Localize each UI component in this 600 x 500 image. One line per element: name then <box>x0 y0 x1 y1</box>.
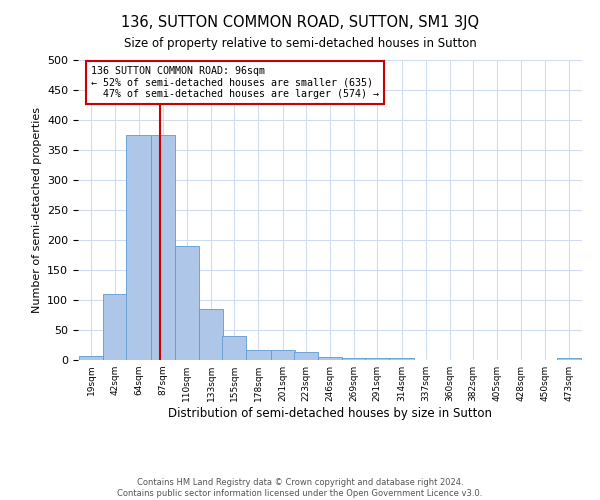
Bar <box>557 358 581 360</box>
Text: 136 SUTTON COMMON ROAD: 96sqm
← 52% of semi-detached houses are smaller (635)
  : 136 SUTTON COMMON ROAD: 96sqm ← 52% of s… <box>91 66 379 99</box>
Bar <box>342 358 367 360</box>
Bar <box>151 135 175 360</box>
Bar <box>365 358 389 360</box>
Bar <box>389 358 413 360</box>
Bar <box>103 294 127 360</box>
X-axis label: Distribution of semi-detached houses by size in Sutton: Distribution of semi-detached houses by … <box>168 407 492 420</box>
Text: Size of property relative to semi-detached houses in Sutton: Size of property relative to semi-detach… <box>124 38 476 51</box>
Bar <box>271 350 295 360</box>
Bar <box>293 352 318 360</box>
Bar <box>127 135 151 360</box>
Bar <box>199 309 223 360</box>
Y-axis label: Number of semi-detached properties: Number of semi-detached properties <box>32 107 41 313</box>
Bar <box>79 356 103 360</box>
Bar <box>175 246 199 360</box>
Text: Contains HM Land Registry data © Crown copyright and database right 2024.
Contai: Contains HM Land Registry data © Crown c… <box>118 478 482 498</box>
Text: 136, SUTTON COMMON ROAD, SUTTON, SM1 3JQ: 136, SUTTON COMMON ROAD, SUTTON, SM1 3JQ <box>121 15 479 30</box>
Bar <box>318 357 342 360</box>
Bar <box>222 336 247 360</box>
Bar <box>247 350 271 360</box>
